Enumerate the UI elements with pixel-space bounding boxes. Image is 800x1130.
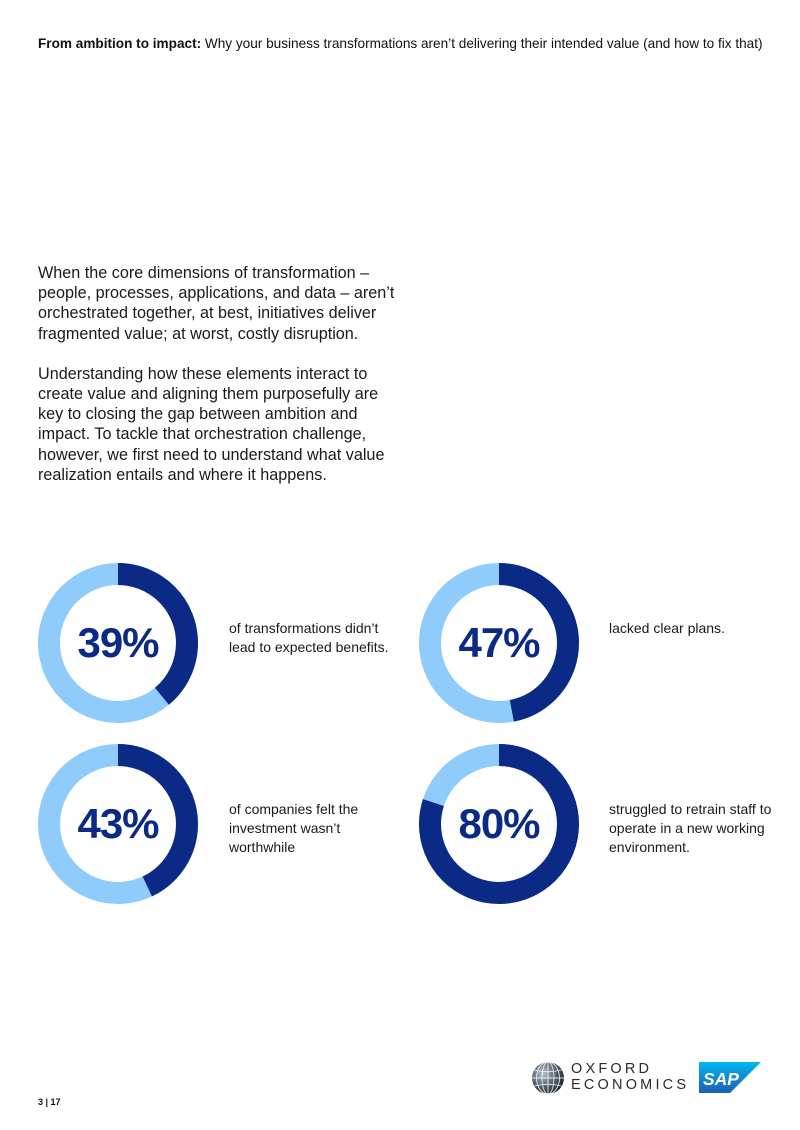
percentage-value: 43% (77, 800, 159, 847)
stat-description: of companies felt the investment wasn’t … (229, 801, 359, 855)
header-subtitle: Why your business transformations aren’t… (201, 36, 763, 51)
economics-wordmark-line: ECONOMICS (571, 1077, 690, 1093)
globe-icon (532, 1061, 564, 1095)
donut-chart (38, 744, 198, 904)
oxford-wordmark-line: OXFORD (571, 1061, 653, 1077)
stat-description: lacked clear plans. (609, 620, 725, 636)
paragraph: Understanding how these elements interac… (38, 364, 385, 484)
page-number: 3 | 17 (38, 1097, 61, 1107)
oxford-economics-wordmark: OXFORD ECONOMICS (571, 1061, 689, 1093)
donut-chart (419, 744, 579, 904)
donut-chart (419, 563, 579, 723)
percentage-value: 80% (458, 800, 540, 847)
percentage-value: 47% (458, 619, 540, 666)
donut-segment (38, 563, 198, 723)
sap-logo: SAP (699, 1062, 761, 1093)
stat-description: struggled to retrain staff to operate in… (609, 801, 772, 855)
percentage-value: 39% (77, 619, 159, 666)
donut-segment (419, 563, 579, 723)
body-text: When the core dimensions of transformati… (38, 263, 398, 505)
donut-segment (38, 744, 198, 904)
donut-chart (38, 563, 198, 723)
stat-description: of transformations didn’t lead to expect… (229, 620, 389, 655)
donut-segment (419, 744, 579, 904)
paragraph: When the core dimensions of transformati… (38, 264, 395, 343)
header-title: From ambition to impact: (38, 36, 202, 51)
sap-wordmark: SAP (703, 1069, 739, 1089)
running-header: From ambition to impact: Why your busine… (38, 35, 778, 53)
oxford-economics-logo: OXFORD ECONOMICS (530, 1060, 686, 1096)
